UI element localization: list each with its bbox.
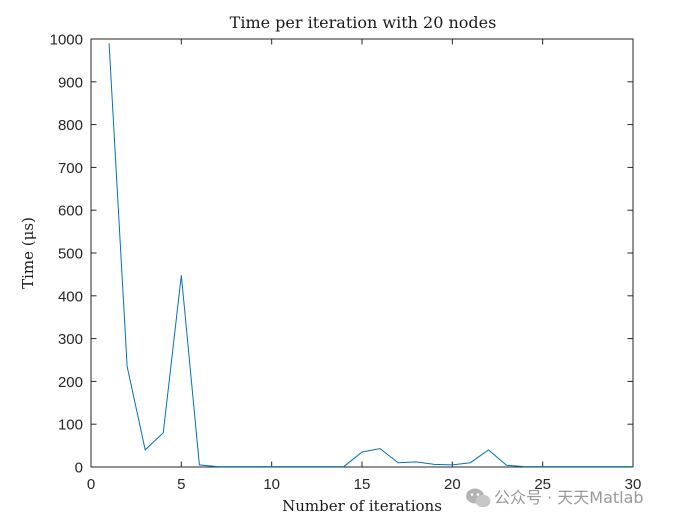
x-tick-label: 5 [177,476,185,493]
x-tick-label: 20 [444,476,461,493]
x-tick-label: 10 [263,476,280,493]
x-tick-label: 30 [625,476,642,493]
y-tick-label: 700 [58,160,83,177]
x-axis-title: Number of iterations [282,497,442,515]
tick-marks [90,38,634,468]
watermark: 公众号 · 天天Matlab [466,488,644,508]
y-tick-label: 100 [58,417,83,434]
y-tick-label: 800 [58,117,83,134]
wechat-icon [466,488,491,508]
chart-title: Time per iteration with 20 nodes [230,13,497,32]
y-tick-label: 900 [58,74,83,91]
y-tick-label: 1000 [50,32,83,49]
y-tick-label: 300 [58,331,83,348]
x-tick-label: 15 [354,476,371,493]
tick-labels: 0 5 10 15 20 25 300100200300400500600700800900… [50,32,642,494]
y-axis-title: Time (μs) [19,217,37,289]
y-tick-label: 500 [58,246,83,263]
y-tick-label: 200 [58,374,83,391]
series-line [108,43,633,468]
y-tick-label: 0 [75,460,83,477]
x-tick-label: 0 [87,476,95,493]
x-tick-label: 25 [534,476,551,493]
y-tick-label: 400 [58,288,83,305]
axes-box [90,38,634,468]
y-tick-label: 600 [58,203,83,220]
plot-area: 0 5 10 15 20 25 300100200300400500600700800900… [50,32,642,494]
watermark-text: 公众号 · 天天Matlab [494,488,644,507]
